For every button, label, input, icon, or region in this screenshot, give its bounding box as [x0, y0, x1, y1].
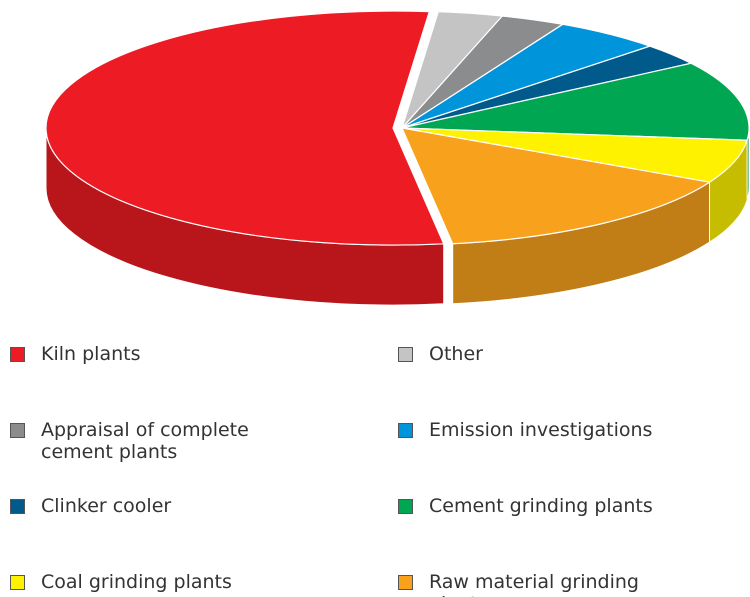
legend-item: Kiln plants — [10, 343, 291, 365]
legend-swatch — [398, 423, 413, 438]
legend-swatch — [398, 347, 413, 362]
legend-item: Coal grinding plants — [10, 571, 291, 593]
legend-label: Emission investigations — [429, 419, 653, 441]
legend-label: Clinker cooler — [41, 495, 172, 517]
legend-label: Raw material grinding plants — [429, 571, 639, 597]
legend-swatch — [10, 347, 25, 362]
legend-label: Coal grinding plants — [41, 571, 232, 593]
pie-slice — [45, 10, 445, 246]
pie-slice — [401, 127, 748, 183]
legend-label: Kiln plants — [41, 343, 141, 365]
legend-label: Other — [429, 343, 483, 365]
legend-label: Appraisal of complete cement plants — [41, 419, 249, 463]
chart — [45, 10, 750, 306]
legend-item: Appraisal of complete cement plants — [10, 419, 291, 463]
legend-label: Cement grinding plants — [429, 495, 653, 517]
legend-swatch — [398, 575, 413, 590]
legend-item: Cement grinding plants — [398, 495, 679, 517]
legend-item: Raw material grinding plants — [398, 571, 679, 597]
legend-item: Other — [398, 343, 679, 365]
legend-swatch — [10, 499, 25, 514]
legend-swatch — [10, 575, 25, 590]
pie-slice — [401, 127, 712, 245]
legend-swatch — [10, 423, 25, 438]
pie-slice — [401, 62, 750, 141]
legend-item: Emission investigations — [398, 419, 679, 441]
legend-item: Clinker cooler — [10, 495, 291, 517]
legend-swatch — [398, 499, 413, 514]
